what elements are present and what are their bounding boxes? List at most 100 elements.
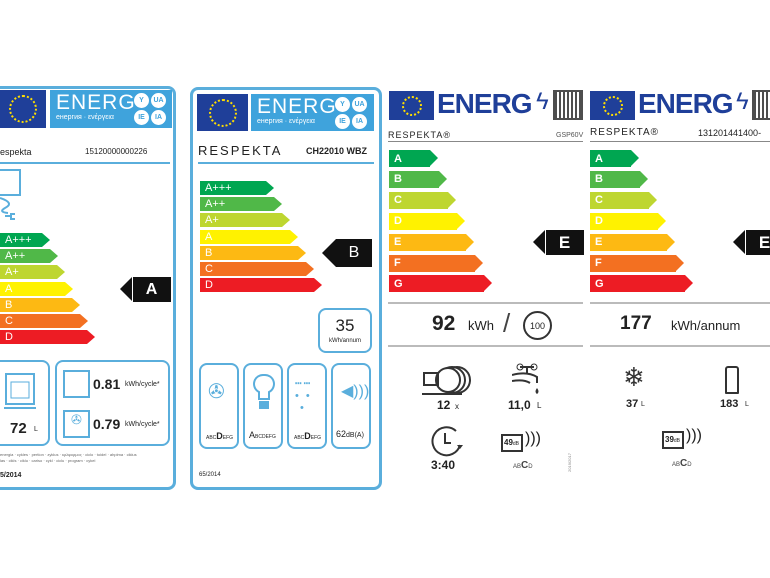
cycles-icon: 100 <box>523 311 552 340</box>
energy-class-bar: A <box>389 150 438 167</box>
rating-arrow-B: B <box>336 239 372 267</box>
freezer-unit: L <box>641 401 645 408</box>
bar-tip <box>87 330 95 345</box>
energ-subtitle: енергия · ενέργεια <box>257 118 315 125</box>
bar-tip <box>430 150 438 166</box>
divider <box>198 162 374 164</box>
energy-class-bar: G <box>590 275 693 293</box>
regulation: 5/2014 <box>0 472 22 479</box>
water-tap-icon <box>512 363 539 394</box>
class-selected: A <box>249 430 256 440</box>
regulation-code: 2019/2017 <box>566 453 572 472</box>
bar-tip <box>42 233 50 247</box>
brand-name: RESPEKTA® <box>388 130 451 140</box>
duration-clock-icon <box>431 426 463 457</box>
arrow-tip <box>322 239 336 267</box>
brand-name: RESPEKTA® <box>590 127 659 138</box>
rating-arrow-A: A <box>132 277 171 302</box>
class-text: EFG <box>222 435 234 441</box>
energy-class-bar: C <box>200 262 314 276</box>
bar-tip <box>649 191 657 208</box>
eu-flag-icon <box>197 94 248 131</box>
fridge-unit: L <box>745 401 749 408</box>
place-settings-icon <box>422 366 471 395</box>
energy-class-bar: C <box>389 191 456 209</box>
bar-tip <box>667 233 675 250</box>
bar-tip <box>439 170 447 187</box>
divider <box>590 141 770 142</box>
lang-badge: UA <box>151 93 166 108</box>
consumption-box: 0.81 kWh/cycle* ✇ 0.79 kWh/cycle* <box>55 360 170 446</box>
bar-tip <box>49 249 58 264</box>
qr-code[interactable] <box>553 90 583 120</box>
annual-energy-value: 35 <box>335 316 355 335</box>
bar-tip <box>475 254 483 271</box>
bar-tip <box>57 265 65 280</box>
class-selected: C <box>680 458 688 469</box>
noise-box: ◀))) 62dB(A) <box>331 363 371 449</box>
slash: / <box>503 308 511 338</box>
water-unit: L <box>537 401 542 410</box>
lightning-icon: ϟ <box>736 88 749 115</box>
energy-class-bar: A <box>0 281 73 296</box>
energy-class-bar: D <box>590 212 666 230</box>
energy-class-bar: A++ <box>200 197 282 212</box>
energy-unit: kWh <box>468 318 494 333</box>
arrow-tip <box>120 277 132 301</box>
bar-tip <box>282 213 290 228</box>
energy-class-bar: A+++ <box>200 181 274 195</box>
lightning-icon: ϟ <box>536 88 549 115</box>
conventional-energy: 0.81 <box>93 376 121 392</box>
bar-tip <box>266 181 274 195</box>
qr-code[interactable] <box>752 90 770 120</box>
hood-energy-label <box>190 87 382 490</box>
class-selected: C <box>521 460 529 471</box>
bar-tip <box>685 275 693 292</box>
bar-tip <box>457 212 465 229</box>
noise-unit: dB <box>673 438 681 444</box>
sound-waves-icon: ))) <box>525 430 541 447</box>
lighting-efficiency-box: ABCDEFG <box>243 363 283 449</box>
oven-cavity-icon <box>4 373 36 409</box>
model-number: 15120000000226 <box>85 147 148 156</box>
grease-filter-icon: ┅┅ • • • <box>295 378 313 414</box>
lang-badge: IE <box>134 110 149 125</box>
bar-tip <box>72 297 80 312</box>
snowflake-icon: ❄ <box>623 362 645 392</box>
fridge-icon <box>725 366 739 394</box>
energy-class-bar: A++ <box>0 249 58 264</box>
bar-tip <box>658 212 666 229</box>
energy-class-bar: D <box>0 330 95 345</box>
eu-flag-icon <box>590 91 635 120</box>
energ-text: ENERG <box>257 95 337 118</box>
noise-value: 39 <box>665 435 674 444</box>
lang-badge: UA <box>352 97 367 112</box>
bar-tip <box>484 275 492 292</box>
class-text: ABC <box>294 435 305 441</box>
fan-icon: ✇ <box>208 381 225 403</box>
energy-class-bar: A+ <box>200 213 290 228</box>
energy-class-bar: G <box>389 275 492 293</box>
class-text: BCDEFG <box>255 434 276 440</box>
footer-text: energia · cykles · pertion · zyklus · κρ… <box>0 452 137 463</box>
energy-class-bar: B <box>389 170 447 188</box>
bar-tip <box>79 314 88 328</box>
rating-arrow-E: E <box>545 230 584 255</box>
oven-energy-label <box>0 86 176 490</box>
energy-class-bar: F <box>389 254 483 272</box>
freezer-volume: 37 <box>626 398 639 410</box>
energy-class-bar: F <box>590 254 684 272</box>
volume-value: 72 <box>10 420 27 437</box>
arrow-tip <box>733 230 745 254</box>
bar-tip <box>274 197 282 212</box>
unit: kWh/cycle* <box>125 421 160 428</box>
lang-badge: IA <box>352 114 367 129</box>
fan-efficiency-box: ✇ ABCDEFG <box>199 363 239 449</box>
conventional-icon <box>63 370 90 398</box>
model-number: CH22010 WBZ <box>306 146 368 156</box>
grease-filter-box: ┅┅ • • • ABCDEFG <box>287 363 327 449</box>
energy-class-bar: E <box>590 233 675 251</box>
energy-class-bar: B <box>0 297 80 312</box>
lang-badge: Y <box>335 97 350 112</box>
energy-value: 92 <box>432 312 456 335</box>
